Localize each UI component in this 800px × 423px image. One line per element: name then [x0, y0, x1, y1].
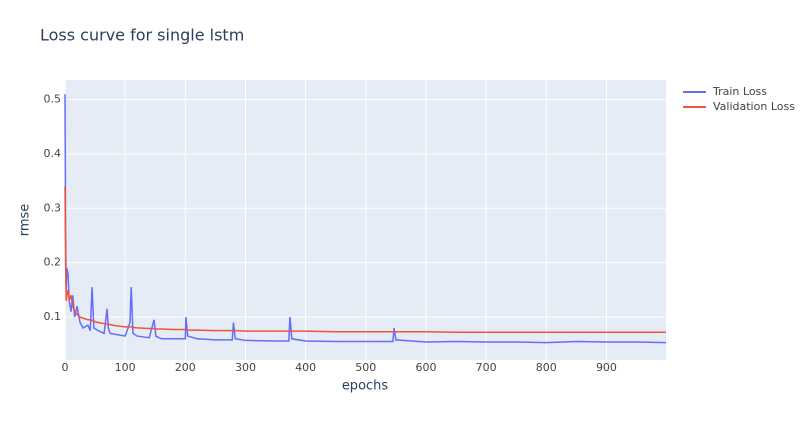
chart-title: Loss curve for single lstm — [40, 26, 244, 45]
x-tick-label: 600 — [415, 361, 436, 374]
x-tick-label: 400 — [295, 361, 316, 374]
x-tick-label: 700 — [476, 361, 497, 374]
legend-label: Validation Loss — [713, 100, 795, 113]
x-axis-title: epochs — [342, 379, 389, 394]
y-tick-label: 0.2 — [44, 256, 62, 269]
x-tick-label: 300 — [235, 361, 256, 374]
x-tick-label: 500 — [355, 361, 376, 374]
y-axis-title: rmse — [18, 204, 33, 237]
line-series — [64, 186, 666, 334]
x-tick-label: 100 — [115, 361, 136, 374]
line-series — [64, 94, 667, 344]
y-tick-label: 0.1 — [44, 310, 62, 323]
x-tick-label: 0 — [62, 361, 69, 374]
x-tick-label: 200 — [175, 361, 196, 374]
y-tick-label: 0.5 — [44, 93, 62, 106]
legend-label: Train Loss — [712, 85, 767, 98]
y-tick-label: 0.3 — [44, 201, 62, 214]
x-tick-label: 900 — [596, 361, 617, 374]
x-tick-label: 800 — [536, 361, 557, 374]
y-tick-label: 0.4 — [44, 147, 62, 160]
